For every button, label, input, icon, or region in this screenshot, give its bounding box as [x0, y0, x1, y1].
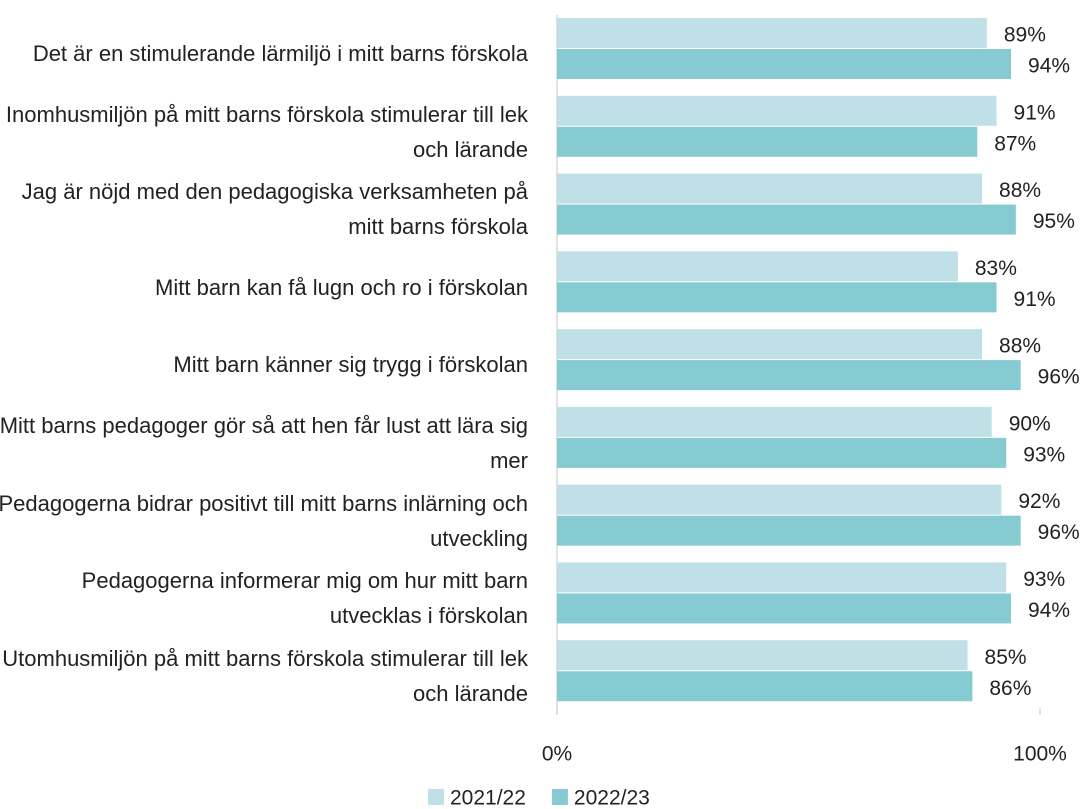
legend-swatch	[428, 789, 444, 805]
legend-label: 2021/22	[450, 787, 526, 809]
value-label: 93%	[1023, 443, 1065, 466]
category-label: Pedagogerna bidrar positivt till mitt ba…	[0, 490, 528, 551]
bar	[557, 437, 1007, 468]
bar	[557, 204, 1016, 235]
bar	[557, 18, 987, 48]
bar	[557, 360, 1021, 391]
value-label: 93%	[1023, 568, 1065, 591]
value-label: 86%	[989, 677, 1031, 700]
bar	[557, 406, 992, 437]
category-label: Mitt barn kan få lugn och ro i förskolan	[155, 274, 528, 300]
category-label: Mitt barn känner sig trygg i förskolan	[173, 352, 528, 378]
value-label: 94%	[1028, 55, 1070, 78]
bar	[557, 282, 997, 313]
category-label: Det är en stimulerande lärmiljö i mitt b…	[32, 41, 528, 67]
category-label: Pedagogerna informerar mig om hur mitt b…	[81, 568, 528, 629]
value-label: 83%	[975, 257, 1017, 280]
bar	[557, 593, 1012, 624]
value-label: 85%	[985, 646, 1027, 669]
value-label: 87%	[994, 132, 1036, 155]
bar	[557, 562, 1007, 593]
bar	[557, 95, 997, 126]
x-tick-label: 0%	[542, 743, 572, 766]
category-label: Inomhusmiljön på mitt barns förskola sti…	[5, 101, 528, 162]
value-label: 90%	[1009, 412, 1051, 435]
value-label: 96%	[1038, 521, 1080, 544]
bar	[557, 173, 983, 204]
legend-swatch	[551, 789, 568, 805]
bar	[557, 671, 973, 702]
category-label: Jag är nöjd med den pedagogiska verksamh…	[21, 179, 528, 240]
value-label: 92%	[1018, 490, 1060, 513]
bar	[557, 251, 958, 282]
bar	[557, 49, 1012, 79]
bar	[557, 640, 968, 671]
value-label: 89%	[1004, 24, 1046, 47]
bar	[557, 484, 1002, 515]
x-tick-label: 100%	[1013, 743, 1067, 766]
bar	[557, 126, 978, 157]
value-label: 88%	[999, 335, 1041, 358]
value-label: 95%	[1033, 210, 1075, 233]
value-label: 96%	[1038, 366, 1080, 389]
category-label: Mitt barns pedagoger gör så att hen får …	[0, 412, 528, 473]
value-label: 88%	[999, 179, 1041, 202]
legend-label: 2022/23	[574, 787, 650, 809]
bar	[557, 515, 1021, 546]
value-label: 91%	[1014, 101, 1056, 124]
value-label: 91%	[1014, 288, 1056, 311]
bar	[557, 329, 983, 360]
category-label: Utomhusmiljön på mitt barns förskola sti…	[2, 646, 528, 707]
value-label: 94%	[1028, 599, 1070, 622]
